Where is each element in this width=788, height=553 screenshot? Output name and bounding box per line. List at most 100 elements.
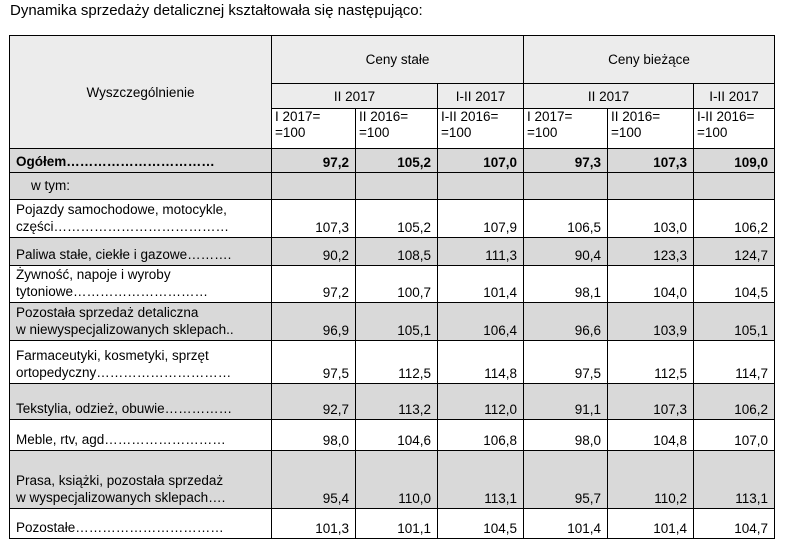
value-cell: 112,0 — [436, 383, 525, 420]
value-cell: 111,3 — [436, 237, 525, 266]
value-cell: 97,2 — [271, 265, 356, 303]
value-cell: 90,2 — [271, 237, 356, 266]
value-cell: 114,7 — [693, 340, 776, 384]
table-row: Pozostałe…………………………… 101,3 101,1 104,5 101,4… — [9, 508, 776, 539]
table-row: Meble, rtv, agd……………………… 98,0 104,6 106,8 98… — [9, 419, 776, 451]
row-label: Pozostałe…………………………… — [9, 508, 272, 539]
row-label: Farmaceutyki, kosmetyki, sprzęt ortopedy… — [9, 340, 272, 384]
value-cell: 100,7 — [355, 265, 438, 303]
value-cell: 114,8 — [436, 340, 525, 384]
value-cell: 98,0 — [271, 419, 356, 451]
header-col-1: I 2017= =100 — [271, 108, 356, 149]
value-cell: 97,5 — [523, 340, 609, 384]
value-cell: 106,2 — [693, 383, 776, 420]
value-cell: 91,1 — [523, 383, 609, 420]
value-cell: 107,9 — [436, 199, 525, 238]
value-cell — [523, 172, 609, 200]
value-cell: 101,4 — [607, 508, 695, 539]
table-row: Żywność, napoje i wyroby tytoniowe………………… — [9, 265, 776, 303]
header-col-4: I 2017= =100 — [523, 108, 609, 149]
header-col-6: I-II 2016= =100 — [693, 108, 776, 149]
value-cell: 108,5 — [355, 237, 438, 266]
table-row: Paliwa stałe, ciekłe i gazowe………. 90,2 108… — [9, 237, 776, 266]
row-label: Ogółem…………………………… — [9, 148, 272, 173]
value-cell: 98,0 — [523, 419, 609, 451]
value-cell: 101,3 — [271, 508, 356, 539]
row-label: Pozostała sprzedaż detaliczna w niewyspe… — [9, 302, 272, 341]
value-cell: 104,7 — [693, 508, 776, 539]
value-cell: 106,4 — [436, 302, 525, 341]
header-g2-period: I-II 2017 — [693, 83, 776, 109]
value-cell: 124,7 — [693, 237, 776, 266]
value-cell: 97,5 — [271, 340, 356, 384]
row-label: Meble, rtv, agd……………………… — [9, 419, 272, 451]
table-row: Ogółem…………………………… 97,2 105,2 107,0 97,3 107,3… — [9, 148, 776, 173]
value-cell: 104,5 — [693, 265, 776, 303]
value-cell: 105,2 — [355, 148, 438, 173]
value-cell: 105,1 — [355, 302, 438, 341]
value-cell: 109,0 — [693, 148, 776, 173]
value-cell: 110,2 — [607, 450, 695, 509]
value-cell: 110,0 — [355, 450, 438, 509]
value-cell: 107,3 — [607, 148, 695, 173]
value-cell: 92,7 — [271, 383, 356, 420]
value-cell: 113,1 — [436, 450, 525, 509]
value-cell: 101,4 — [436, 265, 525, 303]
value-cell: 95,4 — [271, 450, 356, 509]
value-cell: 96,6 — [523, 302, 609, 341]
row-label: Paliwa stałe, ciekłe i gazowe………. — [9, 237, 272, 266]
table-row: Prasa, książki, pozostała sprzedaż w wys… — [9, 450, 776, 509]
header-col-2: II 2016= =100 — [355, 108, 438, 149]
retail-sales-table: Wyszczególnienie Ceny stałe Ceny bieżące… — [9, 35, 776, 539]
value-cell: 113,2 — [355, 383, 438, 420]
table-row: w tym: — [9, 172, 776, 200]
value-cell — [607, 172, 695, 200]
value-cell: 113,1 — [693, 450, 776, 509]
header-col-5: II 2016= =100 — [607, 108, 695, 149]
value-cell — [271, 172, 356, 200]
value-cell: 104,5 — [436, 508, 525, 539]
value-cell: 90,4 — [523, 237, 609, 266]
row-label: Prasa, książki, pozostała sprzedaż w wys… — [9, 450, 272, 509]
value-cell: 112,5 — [607, 340, 695, 384]
header-g1-period: I-II 2017 — [436, 83, 525, 109]
value-cell: 101,4 — [523, 508, 609, 539]
table-row: Pojazdy samochodowe, motocykle, części……… — [9, 199, 776, 238]
row-label: Pojazdy samochodowe, motocykle, części……… — [9, 199, 272, 238]
table-row: Farmaceutyki, kosmetyki, sprzęt ortopedy… — [9, 340, 776, 384]
value-cell: 112,5 — [355, 340, 438, 384]
table-row: Tekstylia, odzież, obuwie…………… 92,7 113,2 1… — [9, 383, 776, 420]
header-g1-month: II 2017 — [271, 83, 438, 109]
value-cell: 106,2 — [693, 199, 776, 238]
value-cell: 96,9 — [271, 302, 356, 341]
header-group-constant-prices: Ceny stałe — [270, 35, 525, 84]
value-cell: 107,3 — [607, 383, 695, 420]
row-label: Tekstylia, odzież, obuwie…………… — [9, 383, 272, 420]
value-cell — [436, 172, 525, 200]
row-label: Żywność, napoje i wyroby tytoniowe………………… — [9, 265, 272, 303]
value-cell: 103,9 — [607, 302, 695, 341]
intro-text: Dynamika sprzedaży detalicznej kształtow… — [10, 2, 423, 19]
value-cell: 105,2 — [355, 199, 438, 238]
value-cell: 106,8 — [436, 419, 525, 451]
row-label: w tym: — [9, 172, 272, 200]
value-cell: 97,3 — [523, 148, 609, 173]
value-cell: 104,0 — [607, 265, 695, 303]
value-cell: 107,0 — [693, 419, 776, 451]
value-cell: 106,5 — [523, 199, 609, 238]
value-cell: 104,8 — [607, 419, 695, 451]
header-g2-month: II 2017 — [523, 83, 695, 109]
value-cell — [355, 172, 438, 200]
value-cell: 103,0 — [607, 199, 695, 238]
value-cell: 107,0 — [436, 148, 525, 173]
header-row-label: Wyszczególnienie — [9, 35, 272, 149]
header-col-3: I-II 2016= =100 — [436, 108, 525, 149]
value-cell: 95,7 — [523, 450, 609, 509]
table-row: Pozostała sprzedaż detaliczna w niewyspe… — [9, 302, 776, 341]
value-cell: 104,6 — [355, 419, 438, 451]
value-cell — [693, 172, 776, 200]
value-cell: 123,3 — [607, 237, 695, 266]
header-group-current-prices: Ceny bieżące — [523, 35, 776, 84]
value-cell: 105,1 — [693, 302, 776, 341]
value-cell: 101,1 — [355, 508, 438, 539]
